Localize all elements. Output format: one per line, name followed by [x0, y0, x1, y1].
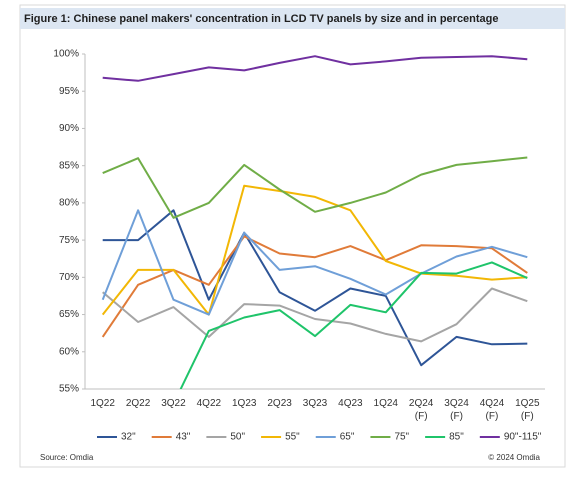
- title-band: [20, 8, 565, 29]
- copyright: © 2024 Omdia: [488, 453, 540, 462]
- legend-label: 55": [285, 432, 300, 443]
- legend-label: 50": [230, 432, 245, 443]
- y-tick-label: 55%: [59, 384, 79, 395]
- y-tick-label: 80%: [59, 198, 79, 209]
- chart-title: Figure 1: Chinese panel makers' concentr…: [24, 13, 499, 25]
- legend-label: 65": [340, 432, 355, 443]
- x-tick-label: 4Q23: [338, 398, 363, 409]
- x-tick-label: 4Q24 (F): [479, 398, 505, 422]
- legend-label: 90"-115": [504, 432, 542, 443]
- legend-label: 43": [176, 432, 191, 443]
- series-line: [179, 261, 528, 389]
- x-tick-label: 3Q24 (F): [444, 398, 469, 422]
- x-tick-label: 2Q22: [125, 398, 151, 409]
- legend-label: 32": [121, 432, 136, 443]
- plot: [101, 55, 528, 389]
- x-tick-label: 1Q22: [90, 398, 115, 409]
- x-tick-label: 1Q25 (F): [515, 398, 540, 422]
- legend-label: 85": [449, 432, 464, 443]
- y-tick-label: 70%: [59, 272, 79, 283]
- x-tick-label: 3Q22: [161, 398, 186, 409]
- x-tick-label: 2Q24 (F): [408, 398, 434, 422]
- y-tick-label: 90%: [59, 123, 79, 134]
- series-line: [101, 235, 528, 338]
- y-tick-label: 60%: [59, 346, 79, 357]
- y-tick-label: 75%: [59, 235, 79, 246]
- frame: [19, 4, 566, 468]
- series-line: [102, 209, 528, 367]
- y-tick-label: 95%: [59, 86, 79, 97]
- x-tick-label: 1Q23: [231, 398, 257, 409]
- series-line: [102, 287, 528, 343]
- y-tick-label: 85%: [59, 160, 79, 171]
- y-tick-label: 65%: [59, 309, 79, 320]
- x-tick-label: 3Q23: [302, 398, 328, 409]
- x-tick-label: 2Q23: [267, 398, 292, 409]
- y-tick-label: 100%: [53, 49, 79, 60]
- series-line: [102, 156, 528, 219]
- source: Source: Omdia: [40, 453, 94, 462]
- x-tick-label: 1Q24: [373, 398, 398, 409]
- series-line: [101, 209, 528, 316]
- series-line: [102, 55, 528, 82]
- legend-label: 75": [394, 432, 409, 443]
- series-line: [101, 184, 528, 316]
- x-tick-label: 4Q22: [196, 398, 222, 409]
